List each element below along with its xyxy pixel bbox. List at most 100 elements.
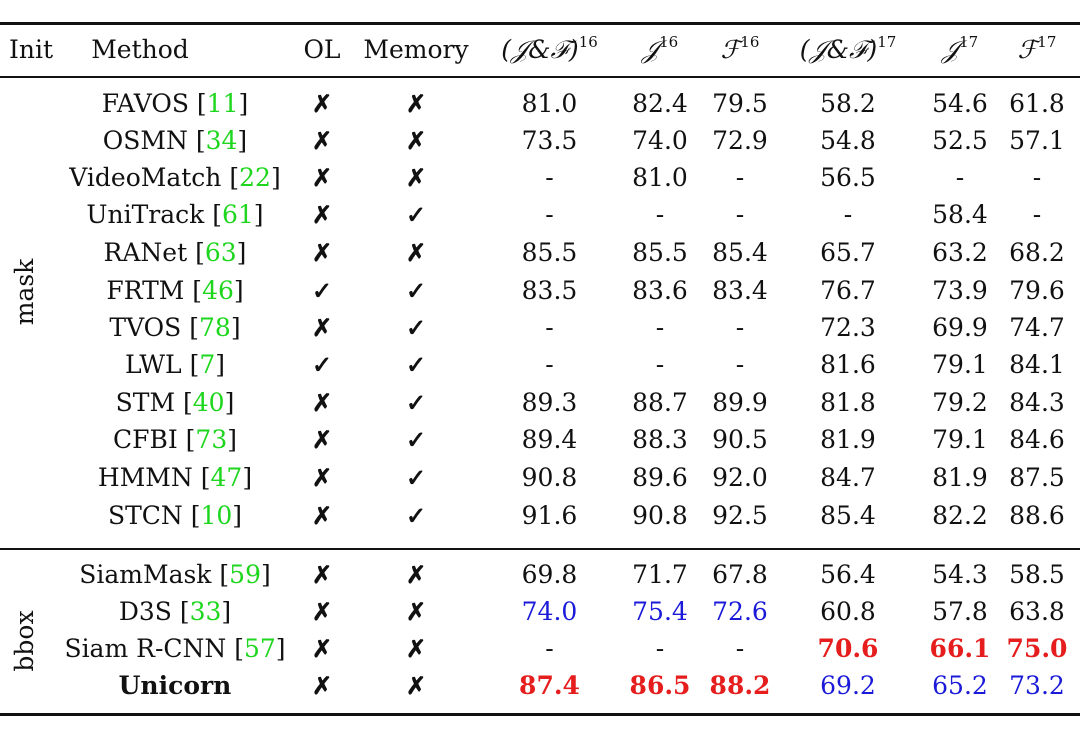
score-jf17: 85.4 [820,501,876,530]
score-jf16: 83.5 [521,276,578,305]
score-jf17: 56.5 [820,163,876,192]
table-row: Unicorn ✗ ✗ 87.4 86.5 88.2 69.2 65.2 73.… [0,667,1080,704]
memory-cross-icon: ✗ [405,671,427,700]
citation-ref[interactable]: 47 [210,463,243,492]
ol-check-icon: ✓ [311,276,333,305]
table-header: Init Method OL Memory (𝒥&ℱ)16 𝒥16 ℱ16 (𝒥… [0,31,1080,68]
score-jf17: - [843,200,853,229]
memory-cross-icon: ✗ [405,238,427,267]
score-jf16: 90.8 [521,463,578,492]
citation-ref[interactable]: 34 [205,126,238,155]
header-j16: 𝒥16 [641,32,679,64]
score-f16: 83.4 [712,276,768,305]
score-jf17: 60.8 [820,597,876,626]
table-row: UniTrack [61] ✗ ✓ - - - - 58.4 - [0,196,1080,233]
ol-cross-icon: ✗ [311,163,333,192]
score-jf16: - [545,163,554,192]
memory-cross-icon: ✗ [405,634,427,663]
method-cell: RANet [63] [103,238,247,267]
header-ol: OL [303,35,341,64]
score-jf17: 81.8 [820,388,876,417]
table-row: FRTM [46] ✓ ✓ 83.5 83.6 83.4 76.7 73.9 7… [0,272,1080,309]
method-cell: VideoMatch [22] [69,163,281,192]
citation-ref[interactable]: 57 [243,634,276,663]
score-j16: - [655,634,665,663]
score-j16: - [655,200,665,229]
score-jf17: 81.6 [820,350,876,379]
header-f16: ℱ16 [720,32,760,64]
memory-cross-icon: ✗ [405,163,427,192]
memory-check-icon: ✓ [405,350,427,379]
table-row: SiamMask [59] ✗ ✗ 69.8 71.7 67.8 56.4 54… [0,556,1080,593]
memory-cross-icon: ✗ [405,597,427,626]
score-jf17: 65.7 [820,238,876,267]
score-jf16: - [545,200,554,229]
score-jf17: 81.9 [820,425,876,454]
citation-ref[interactable]: 61 [221,200,254,229]
memory-cross-icon: ✗ [405,89,427,118]
score-jf17: 69.2 [820,671,876,700]
score-j16: - [655,350,665,379]
table-row: CFBI [73] ✗ ✓ 89.4 88.3 90.5 81.9 79.1 8… [0,421,1080,458]
score-f17: - [1032,163,1042,192]
score-f17: 58.5 [1009,560,1065,589]
memory-cross-icon: ✗ [405,560,427,589]
ol-cross-icon: ✗ [311,388,333,417]
score-f17: 74.7 [1009,313,1065,342]
ol-cross-icon: ✗ [311,425,333,454]
score-jf17: 70.6 [817,634,879,663]
score-j16: 89.6 [632,463,688,492]
score-f16: - [735,313,745,342]
ol-cross-icon: ✗ [311,560,333,589]
ol-cross-icon: ✗ [311,463,333,492]
score-f16: 92.5 [712,501,768,530]
score-jf16: - [545,313,554,342]
table-row: OSMN [34] ✗ ✗ 73.5 74.0 72.9 54.8 52.5 5… [0,122,1080,159]
table-row: HMMN [47] ✗ ✓ 90.8 89.6 92.0 84.7 81.9 8… [0,459,1080,496]
score-j17: 54.3 [932,560,988,589]
ol-cross-icon: ✗ [311,501,333,530]
score-j16: - [655,313,665,342]
score-f16: 92.0 [712,463,768,492]
score-j17: 66.1 [929,634,991,663]
score-j16: 71.7 [632,560,688,589]
score-jf16: - [545,634,554,663]
score-f17: - [1032,200,1042,229]
bottom-rule [0,713,1080,716]
score-jf17: 58.2 [820,89,876,118]
ol-check-icon: ✓ [311,350,333,379]
citation-ref[interactable]: 11 [206,89,239,118]
score-jf16: 73.5 [521,126,578,155]
citation-ref[interactable]: 78 [199,313,231,342]
score-f17: 61.8 [1009,89,1065,118]
score-j17: 81.9 [932,463,988,492]
citation-ref[interactable]: 10 [200,501,233,530]
memory-check-icon: ✓ [405,501,427,530]
citation-ref[interactable]: 22 [239,163,271,192]
score-j17: 63.2 [932,238,988,267]
table-row: D3S [33] ✗ ✗ 74.0 75.4 72.6 60.8 57.8 63… [0,593,1080,630]
header-method: Method [91,35,189,64]
citation-ref[interactable]: 46 [202,276,234,305]
method-cell: TVOS [78] [109,313,241,342]
score-jf17: 84.7 [820,463,876,492]
citation-ref[interactable]: 73 [195,425,228,454]
score-j16: 75.4 [632,597,688,626]
score-jf17: 56.4 [820,560,876,589]
memory-check-icon: ✓ [405,463,427,492]
score-f17: 68.2 [1009,238,1065,267]
score-f16: 85.4 [712,238,768,267]
citation-ref[interactable]: 33 [189,597,222,626]
method-cell: UniTrack [61] [86,200,264,229]
score-f17: 88.6 [1009,501,1065,530]
ol-cross-icon: ✗ [311,671,333,700]
score-f17: 84.3 [1009,388,1065,417]
citation-ref[interactable]: 40 [192,388,225,417]
ol-cross-icon: ✗ [311,313,333,342]
citation-ref[interactable]: 63 [204,238,237,267]
citation-ref[interactable]: 59 [229,560,261,589]
ol-cross-icon: ✗ [311,634,333,663]
citation-ref[interactable]: 7 [199,350,216,379]
header-init: Init [8,35,54,64]
score-j17: 54.6 [932,89,988,118]
